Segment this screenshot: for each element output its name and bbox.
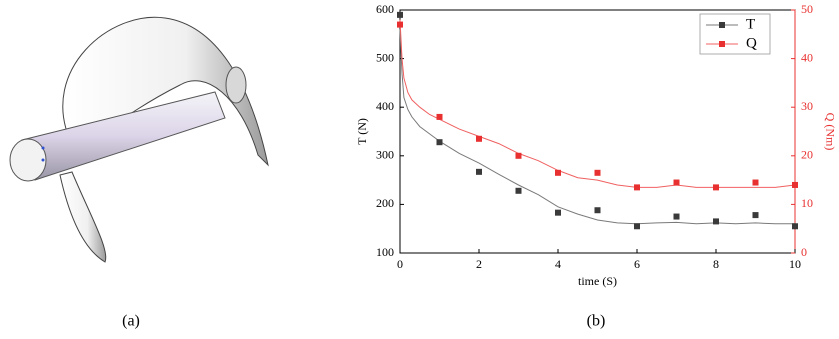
marker — [476, 169, 482, 175]
x-tick-label: 2 — [476, 257, 482, 271]
marker — [437, 114, 443, 120]
panel-label: (a) — [122, 313, 140, 330]
marker — [634, 223, 640, 229]
figure: (a) (b) 02468101002003004005006000102030… — [0, 0, 839, 334]
marker — [792, 223, 798, 229]
x-tick-label: 4 — [555, 257, 561, 271]
y2-tick-label: 30 — [801, 99, 813, 113]
y2-tick-label: 10 — [801, 196, 813, 210]
x-tick-label: 0 — [397, 257, 403, 271]
legend-marker — [719, 41, 725, 47]
marker — [634, 184, 640, 190]
legend-marker — [719, 22, 725, 28]
y-tick-label: 300 — [376, 148, 394, 162]
series-line — [400, 29, 795, 223]
marker — [674, 180, 680, 186]
panel-label: (b) — [587, 313, 606, 330]
auger-render — [10, 17, 268, 262]
marker — [713, 218, 719, 224]
marker — [753, 212, 759, 218]
legend-label: Q — [746, 35, 757, 51]
marker — [674, 214, 680, 220]
x-tick-label: 8 — [713, 257, 719, 271]
y-tick-label: 600 — [376, 2, 394, 16]
marker — [437, 139, 443, 145]
y2-axis-label: Q (Nm) — [823, 113, 837, 151]
x-axis-label: time (S) — [578, 274, 617, 288]
y-tick-label: 500 — [376, 50, 394, 64]
y-axis-label: T (N) — [355, 118, 369, 145]
marker — [397, 22, 403, 28]
marker — [397, 12, 403, 18]
y2-tick-label: 20 — [801, 148, 813, 162]
marker — [595, 207, 601, 213]
marker — [792, 182, 798, 188]
marker — [555, 170, 561, 176]
marker — [516, 153, 522, 159]
x-tick-label: 6 — [634, 257, 640, 271]
legend-box — [700, 14, 770, 54]
marker — [595, 170, 601, 176]
y2-tick-label: 0 — [801, 245, 807, 259]
y2-tick-label: 40 — [801, 50, 813, 64]
y-tick-label: 200 — [376, 196, 394, 210]
marker — [753, 180, 759, 186]
marker — [713, 184, 719, 190]
marker — [516, 188, 522, 194]
legend-label: T — [746, 16, 755, 32]
y2-tick-label: 50 — [801, 2, 813, 16]
marker — [555, 210, 561, 216]
x-tick-label: 10 — [789, 257, 801, 271]
y-tick-label: 400 — [376, 99, 394, 113]
marker — [476, 136, 482, 142]
y-tick-label: 100 — [376, 245, 394, 259]
